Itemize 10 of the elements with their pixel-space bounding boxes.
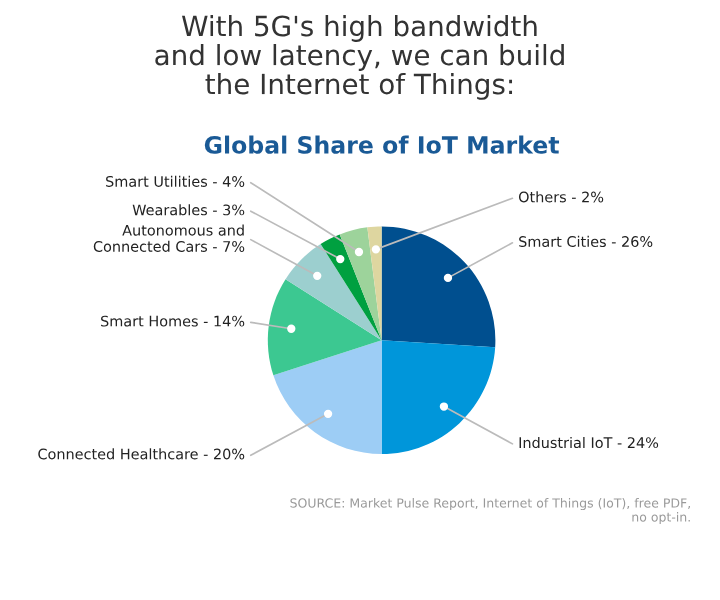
pie-slice	[381, 340, 496, 454]
pie-slice	[320, 234, 382, 341]
pie-slice	[381, 226, 496, 348]
pie-slice	[367, 226, 382, 341]
pie-slice	[267, 279, 382, 376]
pie-slice	[285, 244, 382, 341]
chart-subtitle: Global Share of IoT Market	[204, 135, 560, 154]
chart-title: With 5G's high bandwidth and low latency, we can build the Internet of Things:	[155, 15, 564, 100]
pie-slice	[273, 340, 382, 454]
pie-slice	[339, 227, 382, 341]
